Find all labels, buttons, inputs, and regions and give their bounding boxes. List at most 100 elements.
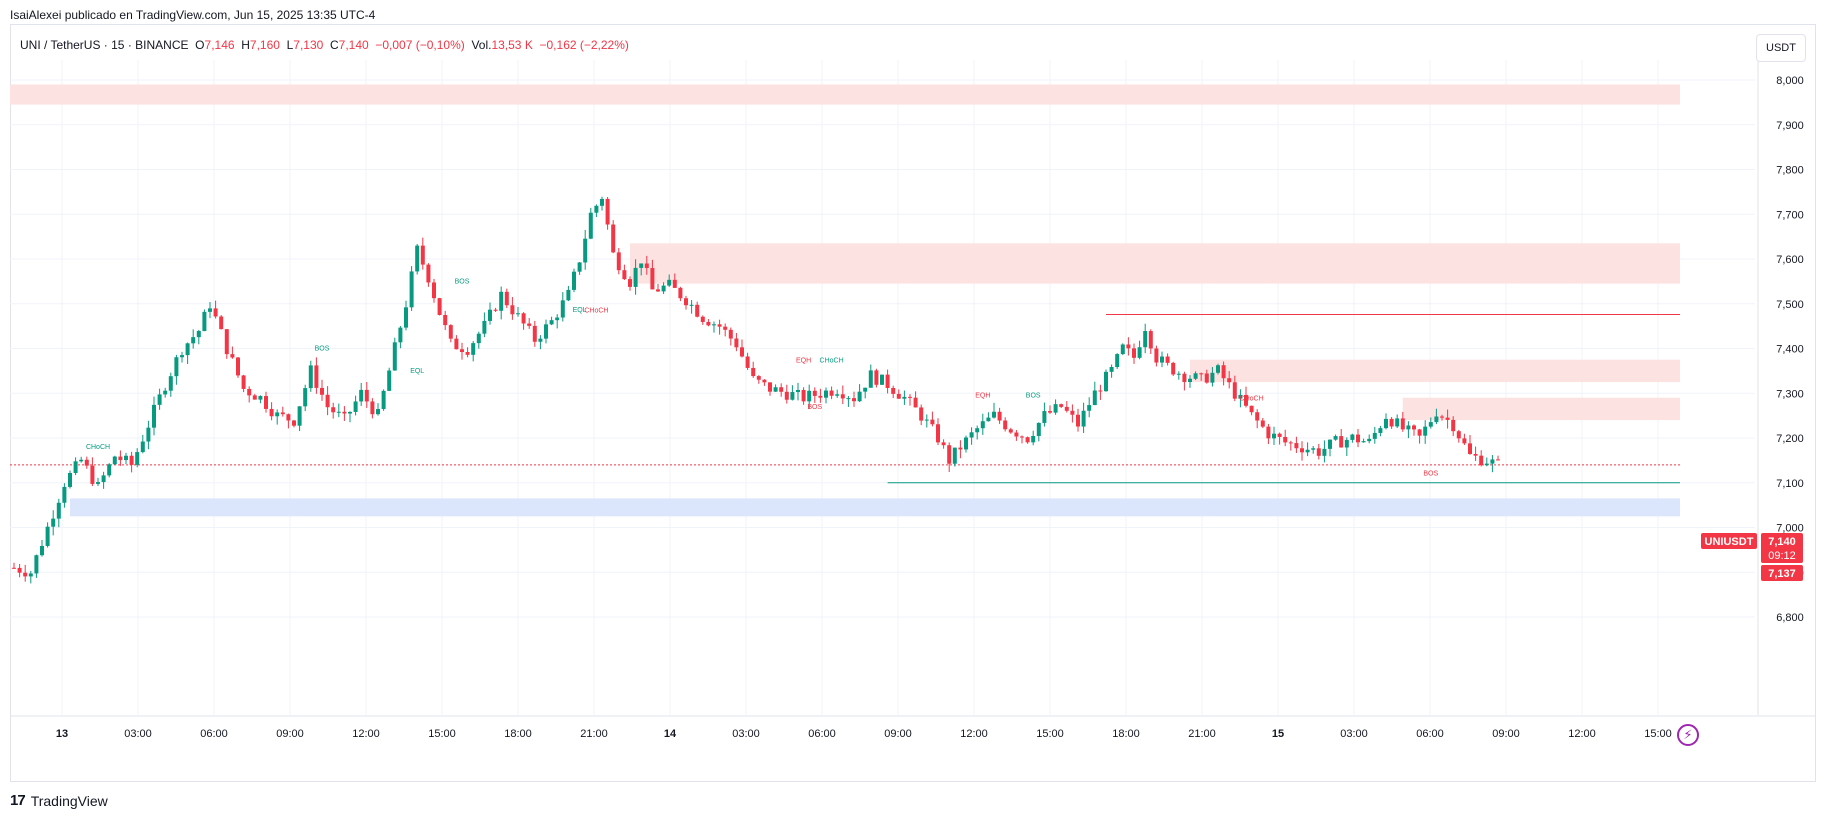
candle-body (45, 526, 50, 546)
candle-body (1249, 405, 1254, 413)
candle-body (678, 287, 683, 299)
candle-body (846, 398, 851, 400)
candle-body (129, 455, 134, 465)
candle-body (706, 321, 711, 326)
candle-body (1020, 436, 1024, 438)
candle-body (1098, 390, 1103, 392)
candle-body (577, 262, 582, 272)
annotation-label: BOS (807, 404, 822, 411)
candle-body (1328, 439, 1332, 449)
x-tick-label: 15:00 (1644, 728, 1672, 740)
candle-body (1014, 432, 1019, 437)
x-tick-label: 12:00 (960, 728, 988, 740)
x-tick-label: 03:00 (732, 728, 760, 740)
candle-body (611, 224, 616, 253)
candle-body (1070, 410, 1075, 415)
candle-body (252, 395, 257, 400)
candle-body (913, 397, 918, 408)
candle-body (465, 352, 470, 355)
candle-body (538, 338, 543, 342)
candle-body (1451, 419, 1456, 432)
candle-body (964, 437, 968, 450)
candle-body (1445, 417, 1450, 420)
candle-body (633, 267, 638, 287)
volume-label: Vol. (471, 38, 492, 52)
candle-body (443, 314, 448, 326)
candle-body (700, 316, 705, 322)
candle-body (969, 432, 974, 438)
annotation-label: CHoCH (1240, 395, 1264, 402)
x-tick-label: 14 (664, 728, 677, 740)
candle-body (672, 279, 677, 288)
open-value: 7,146 (204, 38, 235, 52)
candle-body (885, 374, 890, 388)
x-tick-label: 06:00 (1416, 728, 1444, 740)
candle-body (275, 412, 280, 417)
candle-body (745, 356, 750, 368)
annotation-label: BOS (315, 346, 330, 353)
x-tick-label: 18:00 (1112, 728, 1140, 740)
candle-body (140, 441, 145, 453)
candle-body (1216, 365, 1220, 373)
candle-body (1372, 432, 1377, 439)
change-value: −0,007 (−0,10%) (375, 38, 465, 52)
candle-body (1440, 416, 1444, 418)
candle-body (1311, 448, 1316, 450)
ohlc-legend: UNI / TetherUS · 15 · BINANCE O7,146 H7,… (20, 38, 629, 52)
x-tick-label: 15:00 (1036, 728, 1064, 740)
candle-body (336, 411, 341, 413)
candle-body (773, 387, 778, 392)
branding[interactable]: 17 TradingView (10, 792, 108, 809)
price-tags: UNIUSDT 7,140 09:12 7,137 (1701, 533, 1803, 581)
candle-body (1092, 390, 1097, 406)
symbol-label[interactable]: UNI / TetherUS · 15 · BINANCE (20, 38, 189, 52)
candle-body (1059, 404, 1064, 407)
lightning-icon[interactable]: ⚡ (1677, 724, 1699, 746)
candle-body (1221, 365, 1226, 379)
candle-body (84, 459, 89, 466)
y-tick-label: 7,600 (1776, 254, 1804, 266)
candle-body (560, 300, 565, 318)
symbol-tag-bg (1701, 533, 1757, 549)
candle-body (924, 419, 929, 421)
candle-body (1126, 344, 1131, 349)
candle-body (118, 456, 123, 461)
candle-body (68, 472, 72, 487)
candle-body (23, 572, 28, 577)
candle-body (639, 263, 644, 268)
annotation-label: EQH (796, 357, 811, 364)
candle-body (1456, 431, 1461, 439)
y-tick-label: 7,000 (1776, 523, 1804, 535)
chart-frame (10, 24, 1816, 782)
candle-body (370, 401, 375, 415)
candle-body (840, 394, 845, 399)
close-value: 7,140 (338, 38, 369, 52)
candle-body (493, 309, 498, 311)
candle-body (992, 411, 996, 418)
candle-body (152, 404, 156, 428)
candle-body (521, 313, 526, 324)
x-tick-label: 18:00 (504, 728, 532, 740)
low-label: L (286, 38, 294, 52)
candle-body (1165, 356, 1170, 363)
candle-body (471, 343, 476, 355)
candle-body (353, 401, 358, 412)
candle-body (280, 412, 285, 415)
candle-body (1244, 394, 1248, 406)
candle-body (1204, 373, 1209, 383)
annotation-label: BOS (1026, 393, 1041, 400)
candle-body (1428, 422, 1433, 427)
candle-body (1490, 459, 1495, 464)
candle-body (1210, 372, 1215, 383)
annotation-label: EQH (975, 393, 990, 400)
candle-body (1025, 437, 1030, 443)
candle-body (1288, 442, 1293, 444)
candle-body (1115, 354, 1120, 368)
candle-body (314, 365, 319, 388)
currency-button[interactable]: USDT (1756, 34, 1806, 62)
candle-body (359, 389, 364, 402)
y-tick-label: 7,900 (1776, 120, 1804, 132)
y-tick-label: 7,400 (1776, 344, 1804, 356)
candle-body (1272, 433, 1276, 439)
